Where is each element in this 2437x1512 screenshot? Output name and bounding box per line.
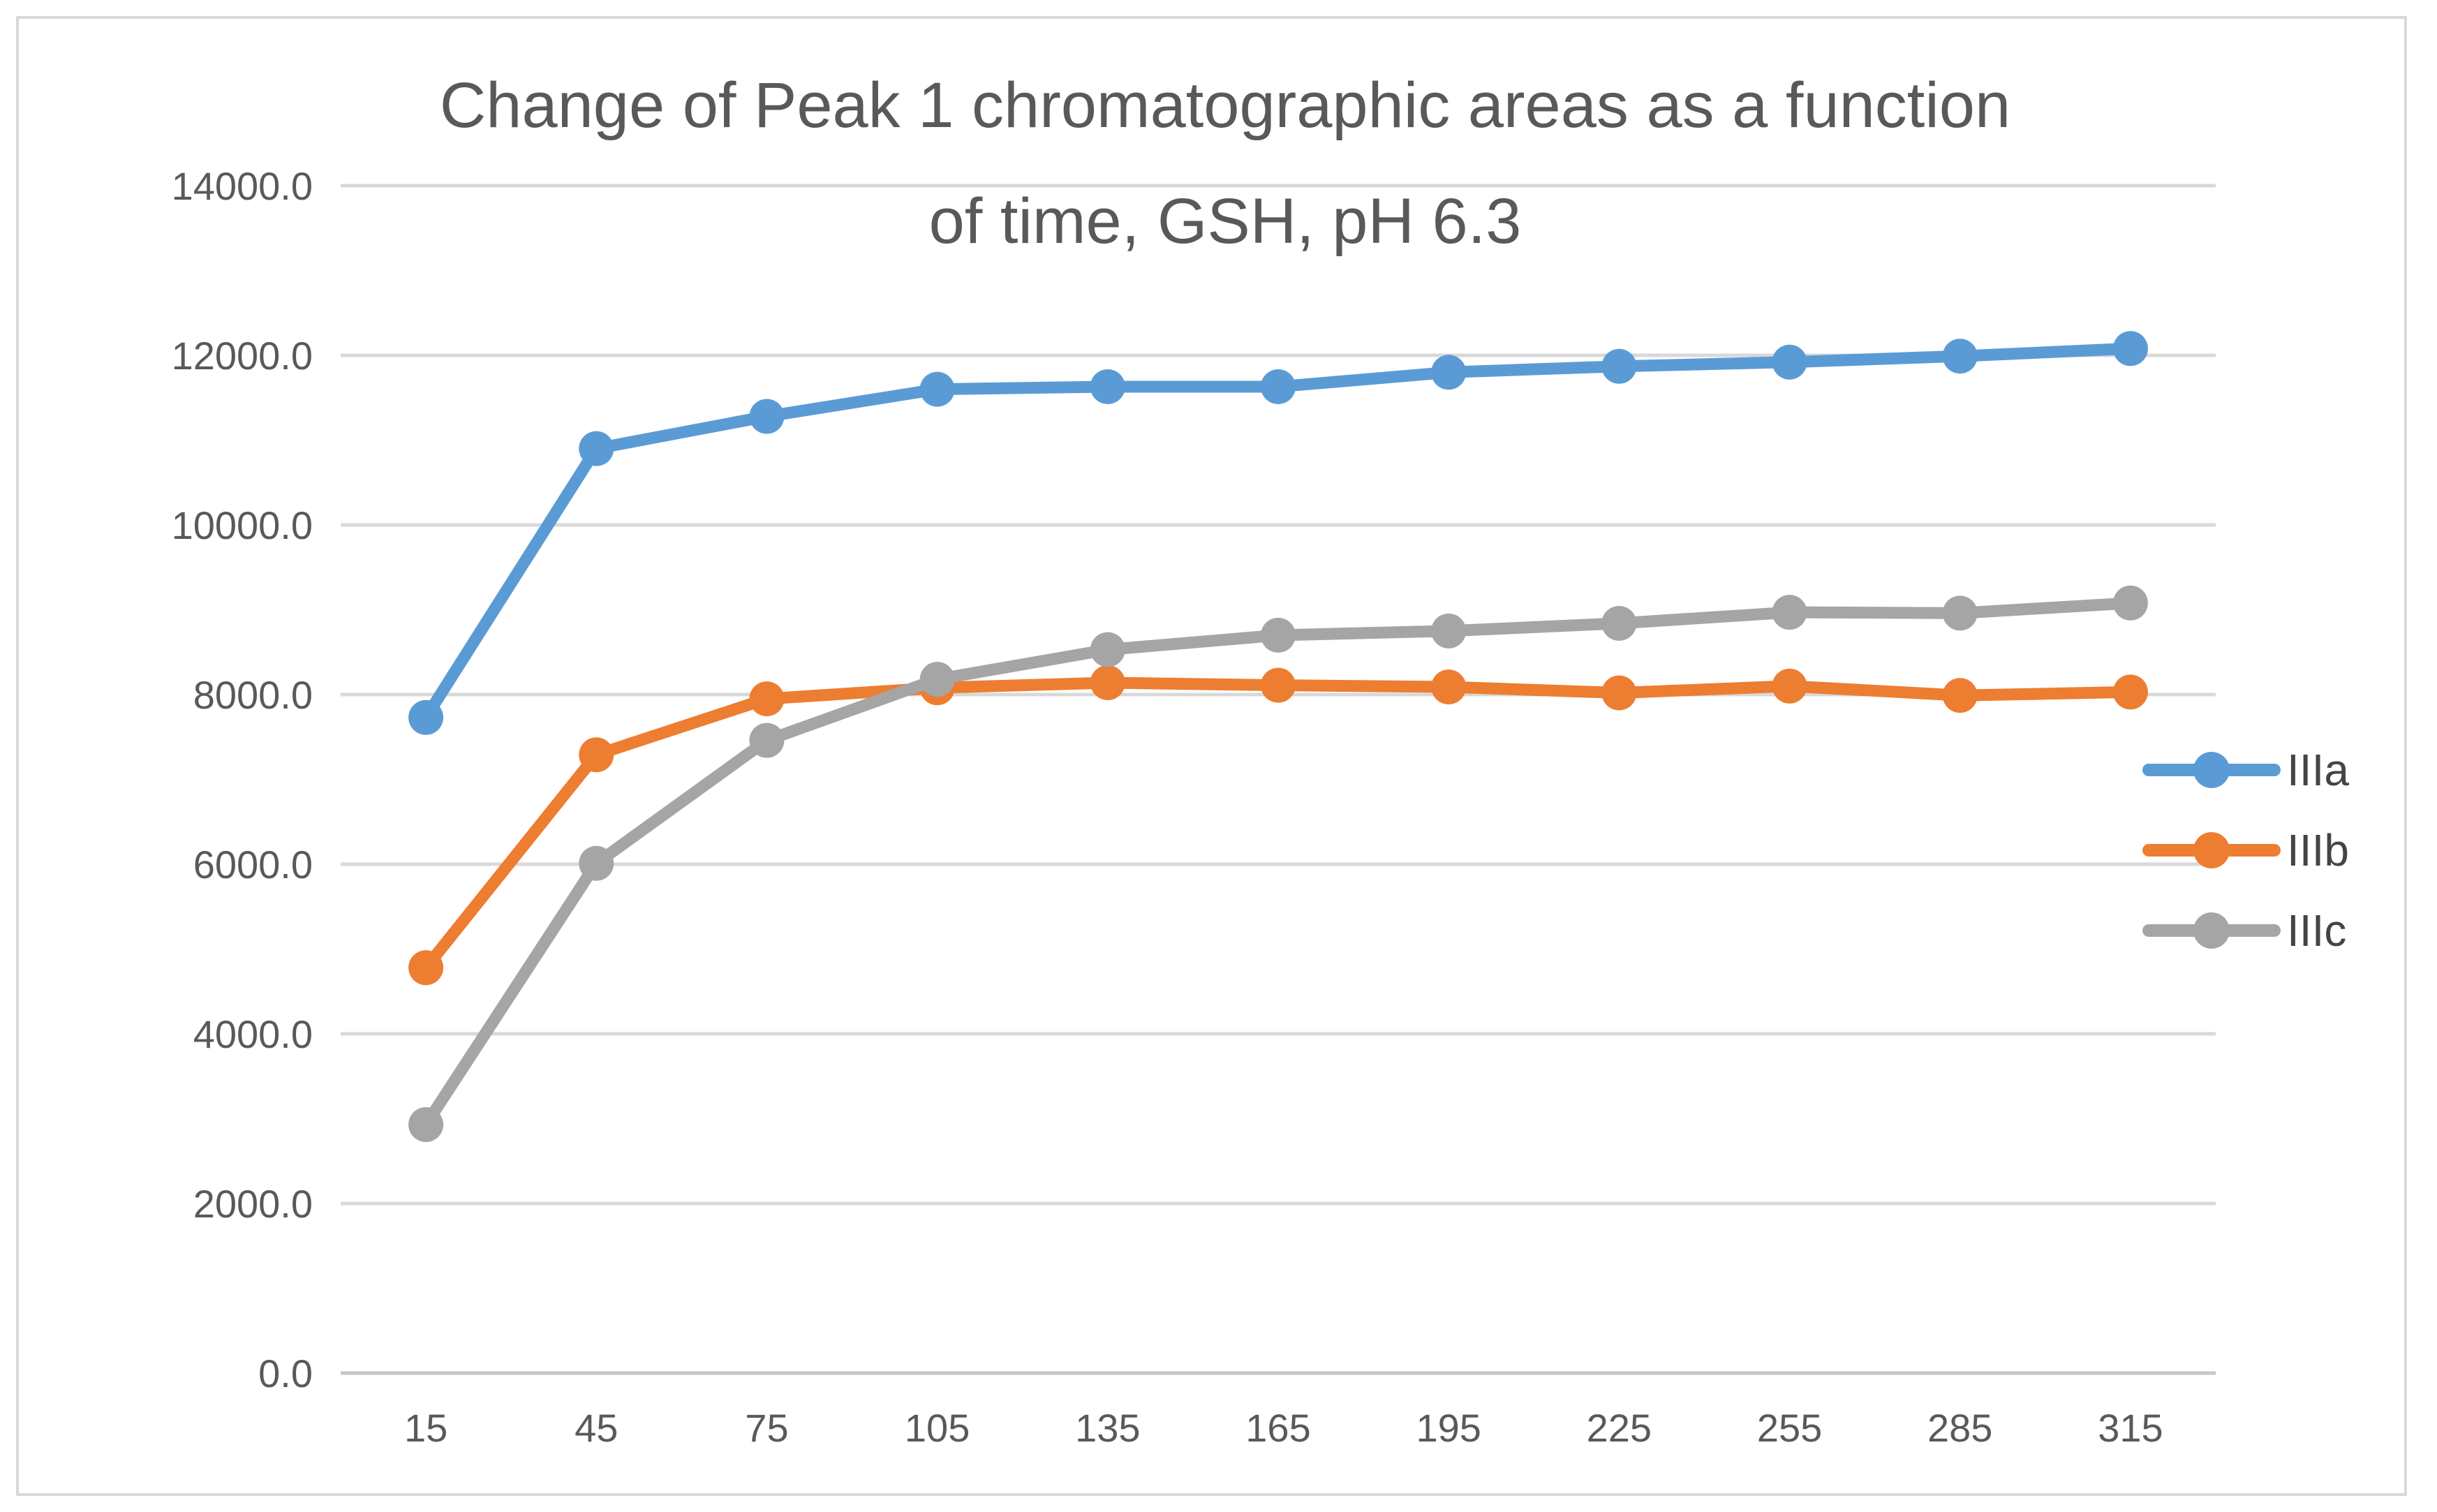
data-point-iiia-315 <box>2112 331 2148 366</box>
y-tick-label: 6000.0 <box>193 843 313 887</box>
x-tick-label: 15 <box>404 1406 447 1450</box>
x-tick-label: 285 <box>1927 1406 1992 1450</box>
data-point-iiia-165 <box>1261 369 1296 404</box>
data-point-iiic-315 <box>2112 585 2148 621</box>
chart-frame-border <box>16 16 2407 1496</box>
data-point-iiic-255 <box>1772 595 1807 630</box>
legend-item-iiia: IIIa <box>2142 745 2349 795</box>
x-tick-label: 165 <box>1245 1406 1310 1450</box>
chart-title-line1: Change of Peak 1 chromatographic areas a… <box>440 70 2010 141</box>
data-point-iiic-45 <box>579 845 614 881</box>
data-point-iiib-75 <box>749 681 785 717</box>
data-point-iiia-75 <box>749 399 785 434</box>
data-point-iiic-195 <box>1431 613 1467 648</box>
y-tick-label: 4000.0 <box>193 1012 313 1056</box>
series-group <box>408 331 2148 1143</box>
y-tick-label: 12000.0 <box>172 334 313 378</box>
data-point-iiib-195 <box>1431 669 1467 705</box>
x-tick-label: 105 <box>905 1406 970 1450</box>
legend-marker-swatch <box>2193 752 2230 788</box>
data-point-iiic-285 <box>1942 595 1978 631</box>
x-tick-label: 255 <box>1757 1406 1822 1450</box>
data-point-iiic-135 <box>1090 632 1125 667</box>
y-axis-labels: 0.0 2000.0 4000.0 6000.0 8000.0 10000.0 12000.… <box>172 164 313 1395</box>
gridlines-group <box>341 184 2216 1375</box>
x-axis-labels: 15 45 75 105 135 165 195 225 255 285 315 <box>404 1406 2163 1450</box>
data-point-iiib-285 <box>1942 678 1978 713</box>
data-point-iiib-225 <box>1601 675 1637 711</box>
legend: IIIa IIIb IIIc <box>2142 745 2349 956</box>
data-point-iiia-285 <box>1942 339 1978 374</box>
legend-label: IIIc <box>2287 905 2346 956</box>
series-line-iiib <box>420 676 2137 974</box>
legend-marker-swatch <box>2193 832 2230 868</box>
data-point-iiib-45 <box>579 737 614 773</box>
data-point-iiia-135 <box>1090 369 1125 404</box>
data-point-iiic-105 <box>919 662 955 697</box>
y-tick-label: 2000.0 <box>193 1182 313 1226</box>
x-tick-label: 225 <box>1587 1406 1652 1450</box>
data-point-iiib-315 <box>2112 674 2148 710</box>
legend-label: IIIa <box>2287 745 2349 795</box>
data-point-iiia-195 <box>1431 355 1467 390</box>
data-point-iiic-165 <box>1261 617 1296 653</box>
data-point-iiic-15 <box>408 1107 444 1143</box>
x-tick-label: 75 <box>745 1406 788 1450</box>
legend-marker-swatch <box>2193 912 2230 949</box>
data-point-iiia-255 <box>1772 344 1807 380</box>
legend-label: IIIb <box>2287 825 2349 875</box>
y-tick-label: 10000.0 <box>172 503 313 547</box>
x-tick-label: 315 <box>2098 1406 2163 1450</box>
data-point-iiia-105 <box>919 371 955 407</box>
data-point-iiib-165 <box>1261 667 1296 703</box>
y-tick-label: 0.0 <box>258 1351 313 1395</box>
y-tick-label: 8000.0 <box>193 673 313 717</box>
data-point-iiia-225 <box>1601 348 1637 384</box>
data-point-iiic-75 <box>749 722 785 758</box>
chart-title-line2: of time, GSH, pH 6.3 <box>929 186 1522 257</box>
x-tick-label: 135 <box>1075 1406 1140 1450</box>
data-point-iiib-15 <box>408 950 444 986</box>
data-point-iiia-15 <box>408 699 444 735</box>
x-tick-label: 45 <box>575 1406 618 1450</box>
data-point-iiib-135 <box>1090 665 1125 700</box>
y-tick-label: 14000.0 <box>172 164 313 208</box>
data-point-iiia-45 <box>579 431 614 466</box>
data-point-iiib-255 <box>1772 668 1807 704</box>
data-point-iiic-225 <box>1601 605 1637 641</box>
legend-item-iiic: IIIc <box>2142 905 2346 956</box>
legend-item-iiib: IIIb <box>2142 825 2349 875</box>
x-tick-label: 195 <box>1416 1406 1481 1450</box>
